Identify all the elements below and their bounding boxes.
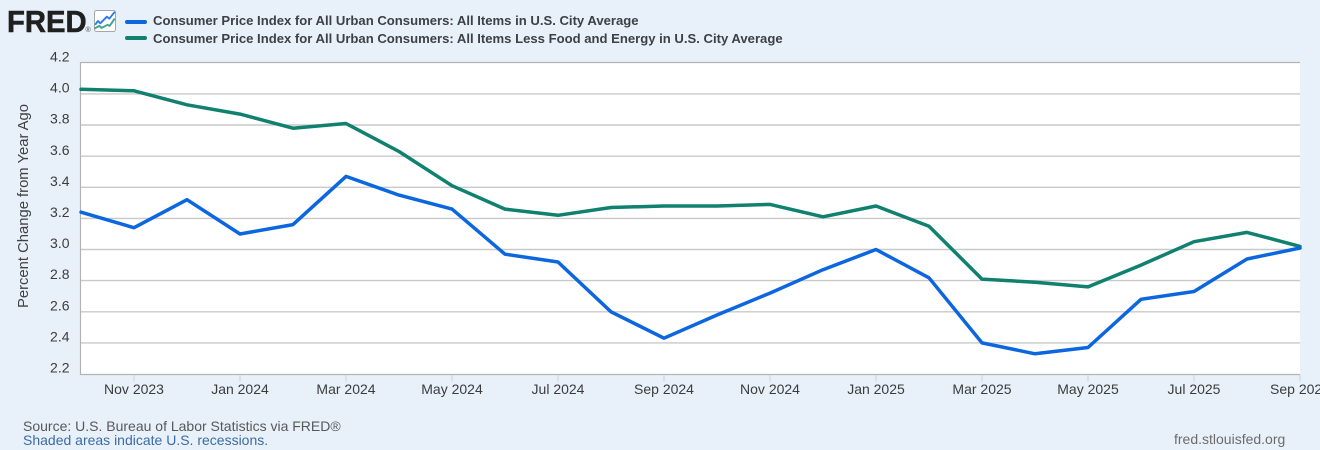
svg-text:Sep 2025: Sep 2025 — [1270, 381, 1320, 397]
svg-text:Jan 2024: Jan 2024 — [211, 381, 269, 397]
svg-text:3.0: 3.0 — [50, 235, 70, 251]
svg-text:Mar 2024: Mar 2024 — [316, 381, 375, 397]
svg-text:2.8: 2.8 — [50, 266, 70, 282]
svg-text:Jul 2025: Jul 2025 — [1168, 381, 1221, 397]
svg-text:Nov 2024: Nov 2024 — [740, 381, 800, 397]
svg-text:Mar 2025: Mar 2025 — [952, 381, 1011, 397]
svg-text:May 2024: May 2024 — [421, 381, 483, 397]
svg-text:2.2: 2.2 — [50, 360, 70, 376]
svg-text:2.6: 2.6 — [50, 297, 70, 313]
svg-text:Nov 2023: Nov 2023 — [104, 381, 164, 397]
svg-text:3.6: 3.6 — [50, 142, 70, 158]
svg-text:Jan 2025: Jan 2025 — [847, 381, 905, 397]
svg-text:3.8: 3.8 — [50, 111, 70, 127]
svg-text:Sep 2024: Sep 2024 — [634, 381, 694, 397]
svg-text:3.4: 3.4 — [50, 173, 70, 189]
svg-text:4.0: 4.0 — [50, 80, 70, 96]
svg-text:May 2025: May 2025 — [1057, 381, 1119, 397]
svg-text:2.4: 2.4 — [50, 329, 70, 345]
svg-text:3.2: 3.2 — [50, 204, 70, 220]
svg-text:4.2: 4.2 — [50, 48, 70, 64]
svg-text:Jul 2024: Jul 2024 — [532, 381, 585, 397]
